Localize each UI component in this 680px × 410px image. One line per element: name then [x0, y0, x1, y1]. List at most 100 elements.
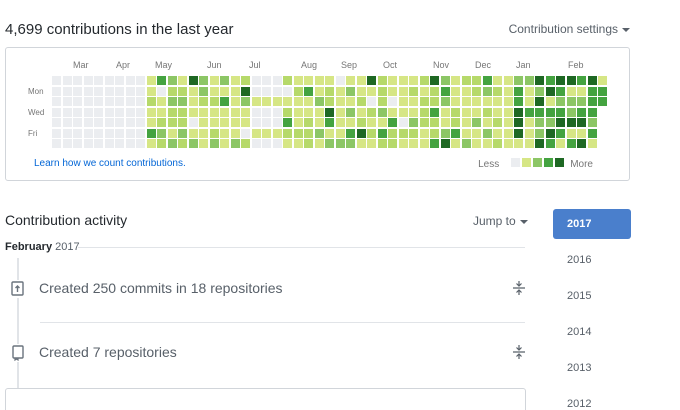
contribution-day[interactable]	[409, 97, 418, 106]
contribution-day[interactable]	[451, 139, 460, 148]
contribution-day[interactable]	[251, 128, 261, 138]
contribution-day[interactable]	[577, 139, 586, 148]
contribution-day[interactable]	[293, 86, 303, 96]
contribution-day[interactable]	[346, 97, 355, 106]
contribution-day[interactable]	[430, 128, 439, 138]
contribution-day[interactable]	[314, 107, 324, 117]
contribution-day[interactable]	[535, 139, 544, 148]
contribution-day[interactable]	[167, 86, 177, 96]
learn-contributions-link[interactable]: Learn how we count contributions.	[34, 158, 186, 169]
year-link-2015[interactable]: 2015	[567, 290, 592, 302]
contribution-day[interactable]	[220, 118, 229, 127]
contribution-day[interactable]	[272, 139, 282, 148]
contribution-day[interactable]	[125, 107, 135, 117]
contribution-day[interactable]	[199, 86, 208, 96]
contribution-day[interactable]	[125, 118, 135, 127]
contribution-day[interactable]	[283, 128, 292, 138]
contribution-day[interactable]	[167, 76, 177, 85]
contribution-day[interactable]	[535, 97, 544, 106]
contribution-day[interactable]	[461, 76, 471, 85]
jump-to-dropdown[interactable]: Jump to	[473, 214, 528, 228]
contribution-day[interactable]	[556, 107, 565, 117]
contribution-day[interactable]	[356, 107, 366, 117]
contribution-day[interactable]	[419, 139, 429, 148]
contribution-day[interactable]	[388, 118, 397, 127]
contribution-day[interactable]	[314, 118, 324, 127]
contribution-day[interactable]	[325, 86, 334, 96]
contribution-day[interactable]	[346, 107, 355, 117]
contribution-day[interactable]	[188, 139, 198, 148]
contribution-day[interactable]	[241, 128, 250, 138]
contribution-day[interactable]	[304, 86, 313, 96]
contribution-day[interactable]	[241, 97, 250, 106]
contribution-day[interactable]	[430, 86, 439, 96]
contribution-day[interactable]	[94, 118, 103, 127]
contribution-day[interactable]	[167, 118, 177, 127]
contribution-day[interactable]	[157, 86, 166, 96]
contribution-day[interactable]	[493, 107, 502, 117]
contribution-day[interactable]	[125, 86, 135, 96]
contribution-day[interactable]	[346, 128, 355, 138]
contribution-day[interactable]	[293, 107, 303, 117]
contribution-day[interactable]	[482, 118, 492, 127]
contribution-day[interactable]	[136, 118, 145, 127]
contribution-day[interactable]	[157, 139, 166, 148]
contribution-day[interactable]	[356, 76, 366, 85]
contribution-day[interactable]	[535, 118, 544, 127]
contribution-day[interactable]	[262, 76, 271, 85]
contribution-day[interactable]	[262, 139, 271, 148]
contribution-day[interactable]	[461, 107, 471, 117]
contribution-day[interactable]	[440, 118, 450, 127]
contribution-day[interactable]	[325, 76, 334, 85]
contribution-day[interactable]	[346, 86, 355, 96]
contribution-day[interactable]	[556, 118, 565, 127]
contribution-day[interactable]	[367, 76, 376, 85]
contribution-day[interactable]	[146, 128, 156, 138]
contribution-day[interactable]	[514, 139, 523, 148]
contribution-day[interactable]	[325, 128, 334, 138]
contribution-day[interactable]	[598, 97, 607, 106]
contribution-day[interactable]	[83, 86, 93, 96]
contribution-day[interactable]	[556, 128, 565, 138]
contribution-day[interactable]	[503, 139, 513, 148]
contribution-day[interactable]	[367, 139, 376, 148]
contribution-day[interactable]	[125, 76, 135, 85]
contribution-day[interactable]	[367, 128, 376, 138]
contribution-day[interactable]	[62, 139, 72, 148]
contribution-day[interactable]	[472, 76, 481, 85]
contribution-day[interactable]	[346, 139, 355, 148]
contribution-day[interactable]	[377, 97, 387, 106]
contribution-day[interactable]	[220, 76, 229, 85]
contribution-day[interactable]	[178, 118, 187, 127]
contribution-day[interactable]	[524, 118, 534, 127]
contribution-day[interactable]	[157, 107, 166, 117]
contribution-day[interactable]	[503, 97, 513, 106]
contribution-day[interactable]	[587, 107, 597, 117]
year-link-2017[interactable]: 2017	[553, 209, 631, 239]
contribution-day[interactable]	[335, 86, 345, 96]
contribution-day[interactable]	[83, 118, 93, 127]
contribution-day[interactable]	[356, 86, 366, 96]
contribution-day[interactable]	[388, 107, 397, 117]
contribution-day[interactable]	[188, 118, 198, 127]
contribution-day[interactable]	[178, 76, 187, 85]
contribution-day[interactable]	[346, 76, 355, 85]
contribution-day[interactable]	[115, 128, 124, 138]
contribution-day[interactable]	[220, 86, 229, 96]
contribution-day[interactable]	[136, 76, 145, 85]
contribution-day[interactable]	[524, 97, 534, 106]
contribution-day[interactable]	[251, 139, 261, 148]
contribution-day[interactable]	[188, 97, 198, 106]
contribution-day[interactable]	[356, 118, 366, 127]
contribution-day[interactable]	[367, 86, 376, 96]
contribution-day[interactable]	[220, 107, 229, 117]
contribution-day[interactable]	[409, 139, 418, 148]
contribution-day[interactable]	[566, 97, 576, 106]
contribution-day[interactable]	[73, 86, 82, 96]
contribution-day[interactable]	[545, 139, 555, 148]
contribution-day[interactable]	[146, 86, 156, 96]
contribution-day[interactable]	[94, 97, 103, 106]
contribution-day[interactable]	[398, 76, 408, 85]
contribution-day[interactable]	[73, 76, 82, 85]
contribution-day[interactable]	[209, 118, 219, 127]
